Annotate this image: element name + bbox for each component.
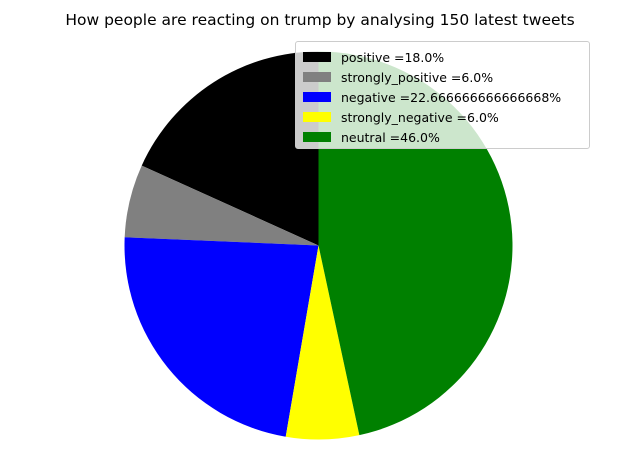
pie-slice-negative [124,237,319,437]
legend-label: strongly_negative =6.0% [341,109,499,125]
legend-item: strongly_negative =6.0% [303,107,589,127]
legend-item: strongly_positive =6.0% [303,67,589,87]
legend-item: neutral =46.0% [303,127,589,147]
legend-swatch [303,92,331,102]
legend-swatch [303,112,331,122]
pie-slice-strongly-positive [124,165,319,246]
legend-item: positive =18.0% [303,47,589,67]
pie-slice-positive [141,51,319,246]
legend-label: strongly_positive =6.0% [341,69,494,85]
pie-slice-strongly-negative [285,245,360,440]
chart-legend: positive =18.0% strongly_positive =6.0% ne… [295,41,590,149]
legend-swatch [303,52,331,62]
legend-swatch [303,72,331,82]
legend-label: negative =22.666666666666668% [341,89,562,105]
chart-title: How people are reacting on trump by anal… [65,11,575,29]
legend-item: negative =22.666666666666668% [303,87,589,107]
legend-label: positive =18.0% [341,49,445,65]
legend-swatch [303,132,331,142]
legend-label: neutral =46.0% [341,129,440,145]
